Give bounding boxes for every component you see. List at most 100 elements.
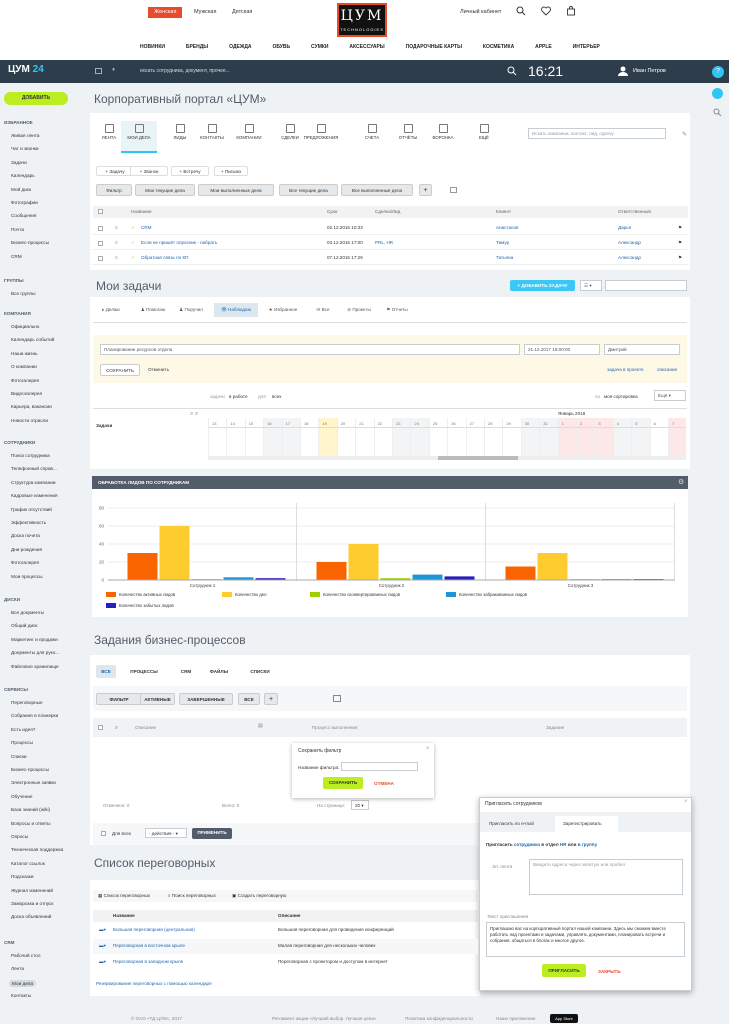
crm-search-input[interactable]: Искать компании, контакт, лид, сделку [528, 128, 666, 139]
crm-cell-2-3[interactable]: Татьяна [496, 255, 514, 260]
crm-col-2[interactable]: Сделка/Лид [375, 209, 401, 214]
bell-icon[interactable]: ♦ [112, 67, 116, 73]
sidebar-group-groups[interactable]: ГРУППЫ [4, 278, 24, 283]
crm-filter-4[interactable]: Все выполненные дела [341, 184, 413, 196]
avatar[interactable] [618, 66, 628, 76]
sidebar-item-company-7[interactable]: Новости отрасли [11, 417, 49, 423]
sidebar-item-disks-1[interactable]: Общий диск [11, 623, 38, 629]
footer-link-promo[interactable]: Регламент акции «Лучший выбор. Лучшая це… [272, 1016, 377, 1021]
sidebar-item-disks-3[interactable]: Документы для руко... [11, 650, 60, 656]
footer-link-privacy[interactable]: Политика конфиденциальности [405, 1016, 473, 1021]
sidebar-item-disks-2[interactable]: Маркетинг и продажи [11, 636, 58, 642]
bp-filter-0[interactable]: ФИЛЬТР [96, 693, 142, 705]
portal-search-input[interactable]: искать сотрудника, документ, прочее... [140, 68, 230, 74]
settings-icon[interactable] [450, 187, 457, 193]
crm-cell-0-4[interactable]: Дарья [618, 225, 632, 230]
sidebar-item-staff-7[interactable]: Дни рождения [11, 546, 43, 552]
cat-cosmetics[interactable]: КОСМЕТИКА [482, 44, 515, 50]
tasks-search-input[interactable] [605, 280, 687, 291]
gender-tab-women[interactable]: Женская [148, 7, 183, 18]
task-tab-3[interactable]: 👁 Наблюдаю [214, 303, 258, 317]
bar-3-0[interactable] [223, 577, 254, 580]
bar-1-2[interactable] [537, 553, 568, 580]
crm-filter-0[interactable]: Фильтр [96, 184, 132, 196]
sidebar-item-staff-5[interactable]: Эффективность [11, 520, 47, 525]
add-task-button[interactable]: + ДОБАВИТЬ ЗАДАЧУ [510, 280, 575, 291]
notifications-icon[interactable] [712, 88, 723, 99]
invite-close-button[interactable]: ЗАКРЫТЬ [598, 969, 621, 974]
room-name-link[interactable]: Переговорная в восточном крыле [113, 943, 185, 948]
sidebar-item-services-6[interactable]: Электронные заявки [11, 780, 56, 786]
appstore-badge[interactable]: App Store [550, 1014, 578, 1023]
task-tab-0[interactable]: ▸ Делаю [96, 303, 126, 317]
crm-select-all-checkbox[interactable] [98, 209, 103, 214]
crm-tab-9[interactable]: ВОРОНКА [425, 121, 461, 140]
close-icon[interactable]: × [684, 799, 688, 805]
sidebar-item-favorites-2[interactable]: Задачи [11, 159, 27, 165]
sidebar-item-services-10[interactable]: Опросы [11, 834, 29, 839]
sort-link[interactable]: моя сортировка [604, 394, 638, 399]
quick-add-2[interactable]: + Встречу [171, 166, 209, 176]
close-icon[interactable]: × [426, 746, 430, 752]
bar-0-0[interactable] [127, 553, 158, 580]
bp-filter-2[interactable]: ЗАВЕРШЕННЫЕ [179, 693, 233, 705]
gantt-scrollbar[interactable] [208, 456, 686, 460]
gantt-view-select[interactable]: Ещё ▾ [654, 390, 686, 401]
crm-tab-3[interactable]: КОНТАКТЫ [194, 121, 230, 140]
clock[interactable]: 16:21 [528, 63, 564, 79]
sidebar-group-crm[interactable]: CRM [4, 940, 15, 945]
bar-4-0[interactable] [255, 578, 286, 580]
gantt-search-icon[interactable]: ⌕ ⌕ [190, 411, 199, 417]
sidebar-item-services-15[interactable]: Заморозка и отпуск [11, 901, 54, 906]
sidebar-item-services-8[interactable]: База знаний (wiki) [11, 807, 51, 813]
room-row-menu-icon[interactable]: ▬▾ [99, 943, 106, 948]
crm-col-3[interactable]: Клиент [496, 209, 512, 214]
sidebar-item-services-11[interactable]: Техническая поддержка [11, 847, 64, 853]
bp-tab-0[interactable]: ВСЕ [96, 665, 116, 678]
sidebar-item-disks-0[interactable]: Все документы [11, 610, 45, 615]
crm-row-checkbox[interactable] [98, 226, 103, 231]
quick-add-3[interactable]: + Письмо [214, 166, 248, 176]
crm-tab-5[interactable]: СДЕЛКИ [272, 121, 308, 140]
sidebar-item-services-13[interactable]: Подсказки [11, 874, 34, 880]
bag-icon[interactable] [566, 6, 576, 16]
crm-tab-7[interactable]: СЧЕТА [354, 121, 390, 140]
gender-tab-kids[interactable]: Детская [232, 9, 253, 15]
crm-filter-3[interactable]: Все текущие дела [279, 184, 338, 196]
crm-col-4[interactable]: Ответственный [618, 209, 651, 214]
filter-status-link[interactable]: в работе [229, 394, 248, 399]
heart-icon[interactable] [541, 6, 551, 16]
search-icon[interactable] [516, 6, 526, 16]
sidebar-item-favorites-0[interactable]: Живая лента [11, 133, 40, 138]
sidebar-item-services-16[interactable]: Доска объявлений [11, 914, 52, 920]
sidebar-item-groups-0[interactable]: Все группы [11, 291, 36, 296]
bar-2-1[interactable] [380, 578, 411, 580]
crm-col-0[interactable]: Название [131, 209, 152, 214]
sidebar-group-company[interactable]: КОМПАНИЯ [4, 311, 31, 316]
sidebar-item-company-3[interactable]: О компании [11, 364, 37, 370]
filter-all-link[interactable]: всех [272, 394, 282, 399]
crm-cell-1-3[interactable]: Тимур [496, 240, 510, 245]
invitation-text-input[interactable]: Приглашаю вас на корпоративный портал на… [486, 922, 685, 957]
cat-accessories[interactable]: АКСЕССУАРЫ [349, 44, 385, 50]
task-cancel-link[interactable]: Отменить [148, 367, 169, 372]
room-name-link[interactable]: Большая переговорная (центральная) [113, 927, 195, 932]
cat-interior[interactable]: ИНТЕРЬЕР [572, 44, 600, 50]
portal-brand[interactable]: ЦУМ 24 [8, 64, 44, 75]
crm-tab-0[interactable]: ЛЕНТА [91, 121, 127, 140]
add-filter-button[interactable]: + [419, 184, 432, 196]
sidebar-item-services-3[interactable]: Процессы [11, 740, 33, 746]
task-tab-2[interactable]: ♟ Поручил [172, 303, 210, 317]
crm-col-1[interactable]: Срок [327, 209, 338, 214]
sidebar-item-services-5[interactable]: Бизнес-процессы [11, 767, 49, 772]
bar-4-1[interactable] [444, 576, 475, 580]
row-menu-icon[interactable]: ≡ [115, 225, 118, 230]
gantt-scroll-thumb[interactable] [438, 456, 518, 460]
cat-clothes[interactable]: ОДЕЖДА [229, 44, 252, 50]
task-tab-7[interactable]: ⚑ Отчеты [382, 303, 412, 317]
rooms-create-link[interactable]: ▣ Создать переговорную [232, 893, 287, 898]
email-input[interactable]: Введите адреса через запятую или пробел [529, 859, 683, 895]
sidebar-item-staff-2[interactable]: Структура компании [11, 479, 56, 485]
invite-tab-register[interactable]: Зарегистрировать [563, 821, 602, 826]
crm-cell-1-2[interactable]: PRL, HR [375, 240, 394, 245]
